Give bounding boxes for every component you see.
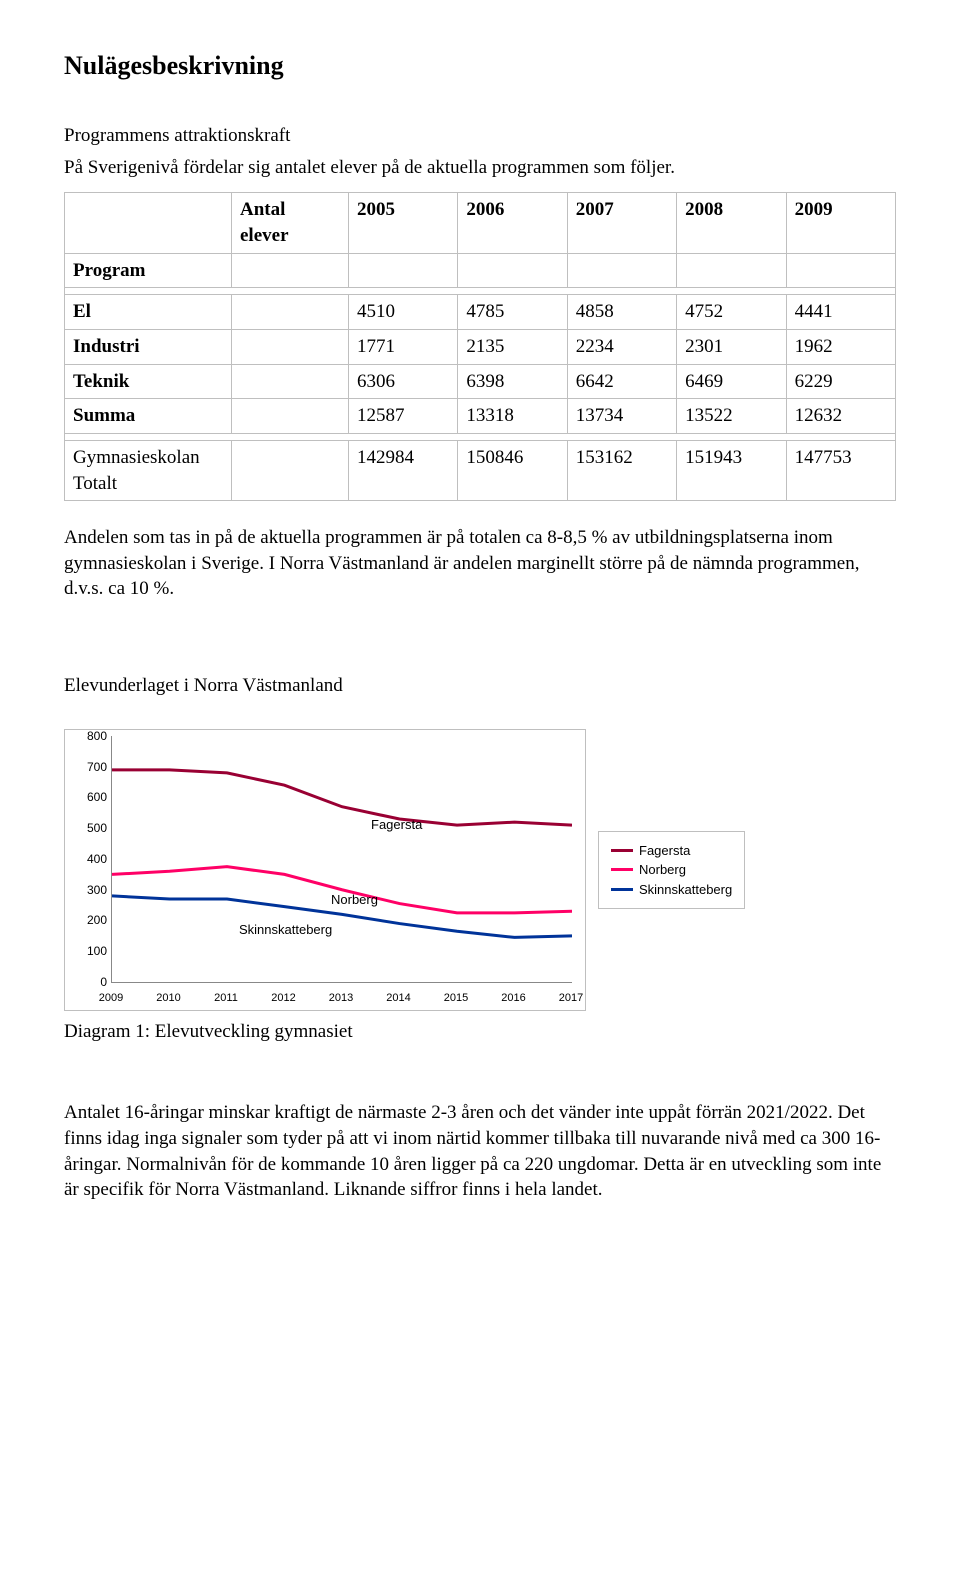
cell xyxy=(232,399,349,434)
x-tick-label: 2010 xyxy=(156,991,180,1006)
series-inline-label: Skinnskatteberg xyxy=(239,921,332,939)
chart-caption: Diagram 1: Elevutveckling gymnasiet xyxy=(64,1019,896,1045)
cell: 6642 xyxy=(567,364,676,399)
row-label: Summa xyxy=(65,399,232,434)
series-line xyxy=(112,770,572,825)
table-header-row: Antal elever 2005 2006 2007 2008 2009 xyxy=(65,193,896,253)
legend-item: Fagersta xyxy=(611,842,732,860)
cell: 2234 xyxy=(567,329,676,364)
cell: 6306 xyxy=(349,364,458,399)
para-after-table: Andelen som tas in på de aktuella progra… xyxy=(64,525,896,602)
table-subheader-row: Program xyxy=(65,253,896,288)
x-tick-label: 2011 xyxy=(214,991,238,1006)
x-tick-label: 2014 xyxy=(386,991,410,1006)
section1-heading: Programmens attraktionskraft xyxy=(64,123,896,149)
cell: 151943 xyxy=(677,440,786,500)
cell: 13522 xyxy=(677,399,786,434)
cell: 142984 xyxy=(349,440,458,500)
cell: 12632 xyxy=(786,399,895,434)
y-tick-label: 700 xyxy=(69,759,107,775)
y-tick-label: 200 xyxy=(69,912,107,928)
cell: 6469 xyxy=(677,364,786,399)
cell xyxy=(232,329,349,364)
table-row: Summa 12587 13318 13734 13522 12632 xyxy=(65,399,896,434)
cell: 1962 xyxy=(786,329,895,364)
plot-area xyxy=(111,736,572,983)
y-tick-label: 500 xyxy=(69,820,107,836)
x-tick-label: 2016 xyxy=(501,991,525,1006)
row-label: Gymnasieskolan Totalt xyxy=(65,440,232,500)
legend-swatch xyxy=(611,888,633,891)
table-row: El 4510 4785 4858 4752 4441 xyxy=(65,295,896,330)
row-label: El xyxy=(65,295,232,330)
legend-swatch xyxy=(611,849,633,852)
cell: 4752 xyxy=(677,295,786,330)
page-title: Nulägesbeskrivning xyxy=(64,48,896,83)
table-total-row: Gymnasieskolan Totalt 142984 150846 1531… xyxy=(65,440,896,500)
cell: 4441 xyxy=(786,295,895,330)
legend-label: Norberg xyxy=(639,861,686,879)
table-header-antal: Antal elever xyxy=(232,193,349,253)
cell xyxy=(232,295,349,330)
table-header-year: 2006 xyxy=(458,193,567,253)
cell: 4858 xyxy=(567,295,676,330)
table-header-year: 2009 xyxy=(786,193,895,253)
y-tick-label: 800 xyxy=(69,728,107,744)
cell: 12587 xyxy=(349,399,458,434)
legend-item: Skinnskatteberg xyxy=(611,881,732,899)
row-label: Teknik xyxy=(65,364,232,399)
table-header-blank xyxy=(65,193,232,253)
cell: 150846 xyxy=(458,440,567,500)
chart-svg xyxy=(112,736,572,982)
cell: 4785 xyxy=(458,295,567,330)
cell: 13734 xyxy=(567,399,676,434)
y-tick-label: 0 xyxy=(69,974,107,990)
y-tick-label: 400 xyxy=(69,851,107,867)
cell: 153162 xyxy=(567,440,676,500)
final-paragraph: Antalet 16-åringar minskar kraftigt de n… xyxy=(64,1100,896,1203)
series-inline-label: Fagersta xyxy=(371,816,422,834)
cell: 6229 xyxy=(786,364,895,399)
x-tick-label: 2012 xyxy=(271,991,295,1006)
cell: 4510 xyxy=(349,295,458,330)
table-row: Teknik 6306 6398 6642 6469 6229 xyxy=(65,364,896,399)
y-tick-label: 100 xyxy=(69,943,107,959)
x-tick-label: 2015 xyxy=(444,991,468,1006)
chart-container: 0 100 200 300 400 500 600 700 800 2009 2010 2011 201… xyxy=(64,729,896,1011)
legend-label: Fagersta xyxy=(639,842,690,860)
cell xyxy=(232,364,349,399)
series-inline-label: Norberg xyxy=(331,891,378,909)
chart-legend: Fagersta Norberg Skinnskatteberg xyxy=(598,831,745,910)
legend-swatch xyxy=(611,868,633,871)
table-row: Industri 1771 2135 2234 2301 1962 xyxy=(65,329,896,364)
cell: 147753 xyxy=(786,440,895,500)
row-label: Industri xyxy=(65,329,232,364)
cell: 2301 xyxy=(677,329,786,364)
x-tick-label: 2017 xyxy=(559,991,583,1006)
cell: 1771 xyxy=(349,329,458,364)
x-tick-label: 2013 xyxy=(329,991,353,1006)
cell xyxy=(232,440,349,500)
y-tick-label: 300 xyxy=(69,882,107,898)
section1-intro: På Sverigenivå fördelar sig antalet elev… xyxy=(64,155,896,181)
y-tick-label: 600 xyxy=(69,789,107,805)
table-header-program: Program xyxy=(65,253,232,288)
legend-item: Norberg xyxy=(611,861,732,879)
legend-label: Skinnskatteberg xyxy=(639,881,732,899)
section2-heading: Elevunderlaget i Norra Västmanland xyxy=(64,673,896,699)
table-header-year: 2005 xyxy=(349,193,458,253)
cell: 6398 xyxy=(458,364,567,399)
table-header-year: 2007 xyxy=(567,193,676,253)
table-header-year: 2008 xyxy=(677,193,786,253)
cell: 2135 xyxy=(458,329,567,364)
cell: 13318 xyxy=(458,399,567,434)
program-table: Antal elever 2005 2006 2007 2008 2009 Pr… xyxy=(64,192,896,501)
line-chart: 0 100 200 300 400 500 600 700 800 2009 2010 2011 201… xyxy=(64,729,586,1011)
x-tick-label: 2009 xyxy=(99,991,123,1006)
